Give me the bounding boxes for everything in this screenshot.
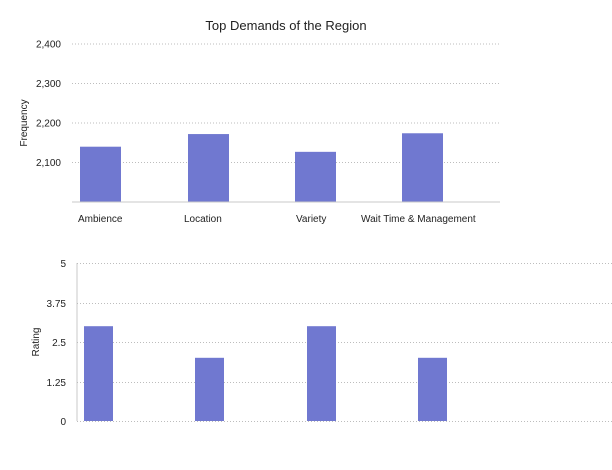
x-tick-label: Ambience [78, 214, 123, 225]
bar [402, 133, 443, 202]
bar [84, 326, 113, 421]
x-tick-label: Variety [296, 214, 326, 225]
y-tick-label: 1.25 [47, 378, 67, 389]
y-tick-label: 2,300 [36, 79, 61, 90]
y-tick-label: 2,400 [36, 40, 61, 51]
bar [195, 357, 224, 421]
y-tick-labels: 2,100 2,200 2,300 2,400 [36, 40, 61, 170]
bars [84, 326, 447, 421]
bars [80, 133, 443, 202]
y-tick-label: 5 [60, 259, 66, 270]
x-tick-label: Wait Time & Management [361, 214, 476, 225]
bar [307, 326, 336, 421]
bar [80, 146, 121, 202]
chart-frequency: Top Demands of the Region Frequency 2,10… [19, 18, 500, 225]
y-tick-label: 3.75 [47, 299, 67, 310]
y-axis-label: Frequency [19, 99, 30, 146]
chart-rating: Rating 0 1.25 2.5 3.75 5 [31, 259, 612, 428]
grid-lines [77, 263, 612, 422]
chart-title: Top Demands of the Region [205, 18, 366, 33]
bar [188, 134, 229, 202]
y-tick-label: 2,100 [36, 158, 61, 169]
y-tick-label: 2,200 [36, 119, 61, 130]
y-tick-label: 2.5 [52, 338, 66, 349]
bar [295, 151, 336, 202]
x-tick-labels: Ambience Location Variety Wait Time & Manag… [78, 214, 476, 225]
y-tick-labels: 0 1.25 2.5 3.75 5 [47, 259, 67, 428]
grid-lines [72, 43, 500, 163]
bar [418, 357, 447, 421]
y-axis-label: Rating [31, 328, 42, 357]
y-tick-label: 0 [60, 417, 66, 428]
x-tick-label: Location [184, 214, 222, 225]
